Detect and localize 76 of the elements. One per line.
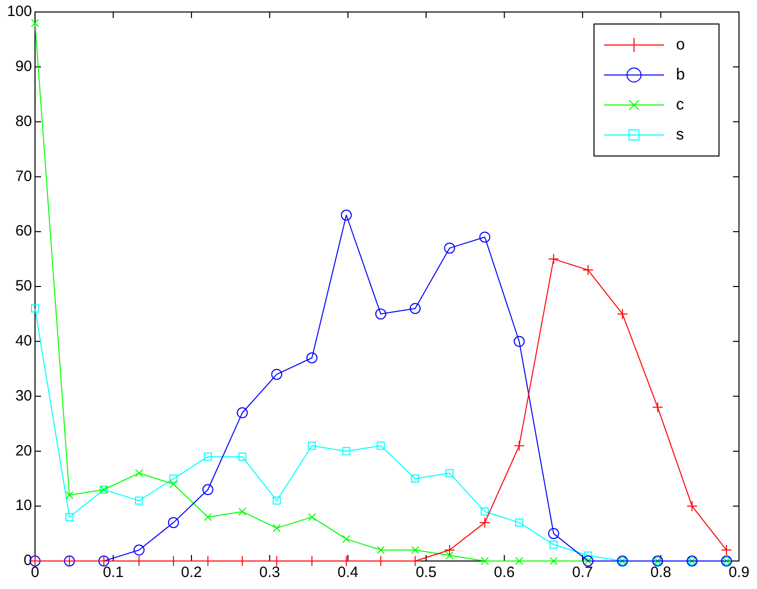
point <box>514 440 525 452</box>
point <box>342 535 350 544</box>
point <box>375 308 386 320</box>
point <box>169 480 178 488</box>
point <box>238 452 246 461</box>
legend-label: o <box>676 36 685 54</box>
y-tick-label: 70 <box>15 168 32 185</box>
point <box>686 500 698 512</box>
x-tick-label: 0.7 <box>572 564 593 582</box>
point <box>340 210 352 221</box>
point <box>376 442 385 450</box>
point <box>550 540 558 549</box>
point <box>479 517 490 528</box>
point <box>410 302 421 314</box>
point <box>652 402 664 413</box>
point <box>202 484 214 496</box>
x-tick-label: 0.1 <box>102 564 124 582</box>
point <box>65 491 74 500</box>
legend-label: b <box>676 66 685 84</box>
point <box>411 546 420 554</box>
point <box>30 304 40 312</box>
x-tick-label: 0.3 <box>259 564 280 582</box>
y-tick-label: 80 <box>15 112 32 130</box>
y-tick-label: 40 <box>15 332 32 350</box>
legend-label: s <box>676 126 684 144</box>
point <box>550 556 558 566</box>
y-tick-label: 20 <box>15 442 32 460</box>
point <box>308 442 316 450</box>
point <box>514 336 525 347</box>
point <box>515 518 524 527</box>
y-tick-label: 90 <box>15 58 32 76</box>
legend-label: c <box>676 96 684 114</box>
y-tick-label: 100 <box>6 3 32 20</box>
point <box>30 18 40 28</box>
point <box>272 524 281 532</box>
point <box>135 469 144 478</box>
point <box>444 544 456 556</box>
point <box>135 496 144 505</box>
point <box>444 242 456 254</box>
x-tick-label: 0.2 <box>181 564 202 582</box>
point <box>480 508 489 516</box>
x-tick-label: 0.9 <box>728 564 750 582</box>
x-tick-label: 0.5 <box>416 564 437 582</box>
point <box>238 508 246 516</box>
y-tick-label: 50 <box>15 278 32 295</box>
y-tick-label: 30 <box>15 387 32 404</box>
x-tick-label: 0.4 <box>337 564 358 582</box>
x-tick-label: 0.6 <box>494 564 515 582</box>
point <box>582 264 594 276</box>
point <box>548 528 560 540</box>
point <box>584 551 592 560</box>
point <box>65 513 74 522</box>
point <box>479 232 490 243</box>
x-tick-label: 0.8 <box>650 564 672 582</box>
point <box>446 551 454 560</box>
point <box>168 517 179 528</box>
point <box>134 544 145 556</box>
point <box>548 254 560 265</box>
point <box>306 352 318 364</box>
point <box>204 513 212 522</box>
point <box>616 308 628 320</box>
point <box>169 474 178 483</box>
point <box>480 556 489 566</box>
point <box>204 452 212 461</box>
point <box>308 513 316 522</box>
point <box>446 469 454 478</box>
point <box>342 447 350 456</box>
y-tick-label: 10 <box>15 497 32 514</box>
point <box>376 546 385 554</box>
y-tick-label: 60 <box>15 222 32 240</box>
point <box>272 496 281 505</box>
point <box>515 556 524 566</box>
point <box>411 474 420 483</box>
point <box>271 368 282 380</box>
point <box>720 544 732 556</box>
point <box>236 407 248 418</box>
